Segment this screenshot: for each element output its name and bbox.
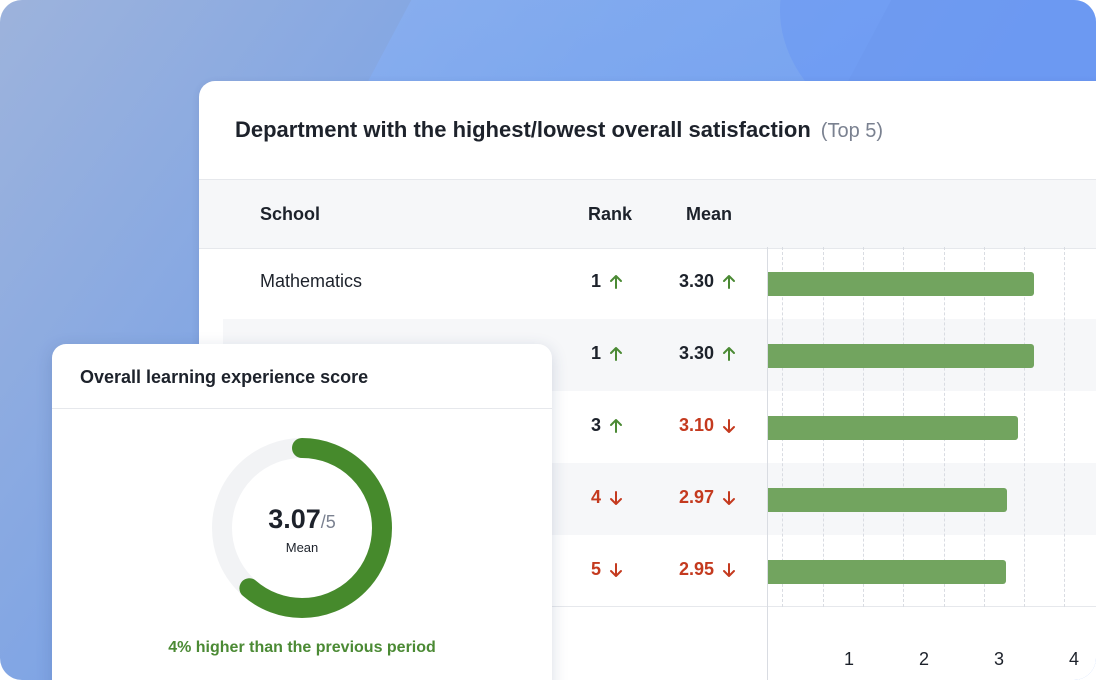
rank-value: 3 (591, 415, 602, 435)
chart-bar[interactable] (768, 416, 1018, 440)
arrow-up-icon (723, 275, 736, 290)
rank-value: 1 (591, 271, 602, 291)
cell-mean: 2.95 (679, 559, 736, 580)
chart-bar[interactable] (768, 560, 1006, 584)
chart-tick-label: 4 (1068, 649, 1080, 669)
cell-mean: 3.30 (679, 343, 736, 364)
score-number: 3.07 (268, 504, 321, 534)
mean-value: 3.30 (679, 271, 715, 291)
arrow-down-icon (610, 491, 623, 506)
chart-bar[interactable] (768, 272, 1034, 296)
chart-gridline (1064, 247, 1066, 607)
satisfaction-card: Department with the highest/lowest overa… (199, 81, 1096, 680)
card-title-text: Department with the highest/lowest overa… (235, 117, 811, 142)
rank-value: 1 (591, 343, 602, 363)
cell-rank: 1 (591, 343, 623, 364)
arrow-down-icon (723, 563, 736, 578)
arrow-up-icon (610, 275, 623, 290)
table-row[interactable]: 3 3.10 (199, 391, 1096, 463)
chart-gridline (1024, 247, 1026, 607)
card-title: Department with the highest/lowest overa… (235, 117, 883, 143)
arrow-down-icon (610, 563, 623, 578)
chart-tick-label: 3 (993, 649, 1005, 669)
cell-mean: 3.10 (679, 415, 736, 436)
mean-value: 2.97 (679, 487, 715, 507)
cell-school: Mathematics (260, 271, 363, 291)
bar-chart: 1 2 3 4 (767, 247, 1096, 680)
score-denominator: /5 (320, 512, 336, 532)
arrow-down-icon (723, 491, 736, 506)
cell-mean: 3.30 (679, 271, 736, 292)
card-subtitle: (Top 5) (820, 120, 884, 142)
column-header-rank[interactable]: Rank (588, 204, 633, 224)
chart-bar[interactable] (768, 344, 1034, 368)
learning-experience-card: Overall learning experience score 3.07/5… (52, 344, 552, 680)
arrow-up-icon (610, 419, 623, 434)
table-row[interactable]: Mathematics 1 3.30 (199, 247, 1096, 319)
rank-value: 5 (591, 559, 602, 579)
mean-value: 3.10 (679, 415, 715, 435)
score-card-divider (52, 408, 552, 409)
cell-rank: 4 (591, 487, 623, 508)
cell-rank: 3 (591, 415, 623, 436)
cell-rank: 5 (591, 559, 623, 580)
chart-tick-label: 2 (918, 649, 930, 669)
table-header: School Rank Mean (199, 179, 1096, 249)
chart-axis-line (767, 247, 768, 680)
chart-bar[interactable] (768, 488, 1007, 512)
column-header-school[interactable]: School (260, 204, 321, 224)
donut-fill (212, 438, 392, 618)
score-donut (212, 438, 392, 618)
cell-rank: 1 (591, 271, 623, 292)
score-card-title: Overall learning experience score (80, 367, 369, 387)
column-header-mean[interactable]: Mean (686, 204, 733, 224)
cell-mean: 2.97 (679, 487, 736, 508)
score-change-note: 4% higher than the previous period (168, 639, 436, 656)
arrow-down-icon (723, 419, 736, 434)
score-value: 3.07/5 (211, 504, 393, 535)
rank-value: 4 (591, 487, 602, 507)
arrow-up-icon (723, 347, 736, 362)
table-bottom-rule (199, 606, 1096, 607)
mean-value: 2.95 (679, 559, 715, 579)
table-row[interactable]: 5 2.95 (199, 535, 1096, 607)
mean-value: 3.30 (679, 343, 715, 363)
chart-tick-label: 1 (843, 649, 855, 669)
arrow-up-icon (610, 347, 623, 362)
score-label: Mean (285, 540, 319, 555)
